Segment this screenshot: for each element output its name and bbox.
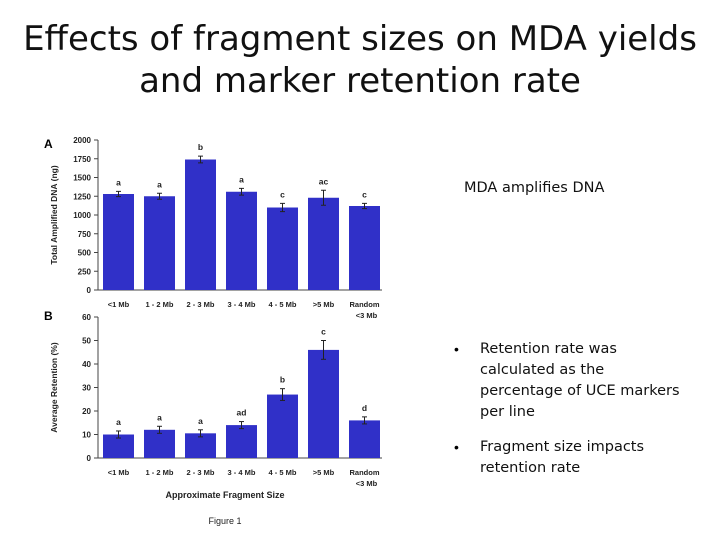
x-axis-title: Approximate Fragment Size: [165, 490, 284, 500]
y-tick-label: 30: [82, 384, 91, 393]
x-tick-label-line: Random: [350, 300, 380, 309]
panel-label: B: [44, 309, 53, 323]
y-tick-label: 250: [78, 267, 92, 276]
panel-label: A: [44, 137, 53, 151]
x-tick-label: <1 Mb: [108, 468, 130, 477]
bar: [226, 191, 257, 290]
figure-caption: Figure 1: [208, 516, 241, 526]
y-tick-label: 50: [82, 337, 91, 346]
x-tick-label-line: 2 - 3 Mb: [187, 300, 215, 309]
significance-letter: c: [280, 189, 285, 199]
x-tick-label-line: 3 - 4 Mb: [228, 300, 256, 309]
significance-letter: ad: [237, 408, 247, 418]
significance-letter: d: [362, 403, 367, 413]
bar: [103, 434, 134, 458]
x-tick-label: Random <3 Mb: [350, 468, 380, 488]
x-tick-label-line: <3 Mb: [356, 479, 378, 488]
x-tick-label: <1 Mb: [108, 300, 130, 309]
x-tick-label-line: Random: [350, 468, 380, 477]
y-tick-label: 40: [82, 360, 91, 369]
significance-letter: a: [116, 417, 121, 427]
significance-letter: c: [362, 189, 367, 199]
x-tick-label: >5 Mb: [313, 300, 335, 309]
bar: [308, 349, 339, 458]
bullet-list: • Retention rate was calculated as the p…: [454, 339, 684, 493]
bullet-item: • Retention rate was calculated as the p…: [454, 339, 684, 423]
bar: [267, 207, 298, 290]
y-tick-label: 0: [87, 286, 92, 295]
significance-letter: a: [239, 174, 244, 184]
significance-letter: a: [157, 412, 162, 422]
bullet-symbol: •: [454, 341, 459, 357]
significance-letter: ac: [319, 176, 329, 186]
x-tick-label: >5 Mb: [313, 468, 335, 477]
x-tick-label-line: 4 - 5 Mb: [269, 468, 297, 477]
x-tick-label: 4 - 5 Mb: [269, 300, 297, 309]
y-tick-label: 0: [87, 454, 92, 463]
y-tick-label: 2000: [73, 136, 91, 145]
x-tick-label-line: 4 - 5 Mb: [269, 300, 297, 309]
y-tick-label: 750: [78, 230, 92, 239]
bar: [267, 394, 298, 458]
x-tick-label-line: 3 - 4 Mb: [228, 468, 256, 477]
significance-letter: a: [198, 416, 203, 426]
x-tick-label-line: 1 - 2 Mb: [146, 300, 174, 309]
x-tick-label-line: >5 Mb: [313, 300, 335, 309]
x-tick-label-line: <1 Mb: [108, 300, 130, 309]
x-tick-label: 3 - 4 Mb: [228, 468, 256, 477]
significance-letter: c: [321, 327, 326, 337]
x-tick-label-line: <1 Mb: [108, 468, 130, 477]
bar: [349, 206, 380, 290]
bar: [103, 194, 134, 290]
significance-letter: a: [157, 179, 162, 189]
y-tick-label: 1250: [73, 192, 91, 201]
x-tick-label-line: <3 Mb: [356, 311, 378, 320]
significance-letter: b: [198, 142, 203, 152]
y-tick-label: 60: [82, 313, 91, 322]
title-line-2: and marker retention rate: [139, 61, 581, 101]
x-tick-label-line: >5 Mb: [313, 468, 335, 477]
x-tick-label: Random <3 Mb: [350, 300, 380, 320]
bar: [185, 159, 216, 290]
x-tick-label: 2 - 3 Mb: [187, 468, 215, 477]
y-tick-label: 10: [82, 431, 91, 440]
significance-letter: b: [280, 375, 285, 385]
title-line-1: Effects of fragment sizes on MDA yields: [23, 19, 697, 59]
x-tick-label: 1 - 2 Mb: [146, 468, 174, 477]
y-tick-label: 1750: [73, 155, 91, 164]
bar: [308, 197, 339, 290]
x-tick-label: 1 - 2 Mb: [146, 300, 174, 309]
bar: [226, 425, 257, 458]
bullet-symbol: •: [454, 439, 459, 455]
bullet-text: Retention rate was calculated as the per…: [480, 341, 680, 420]
bar: [144, 196, 175, 290]
x-tick-label: 3 - 4 Mb: [228, 300, 256, 309]
y-tick-label: 500: [78, 249, 92, 258]
mda-note: MDA amplifies DNA: [464, 180, 605, 196]
x-tick-label-line: 2 - 3 Mb: [187, 468, 215, 477]
y-tick-label: 20: [82, 407, 91, 416]
bullet-item: • Fragment size impacts retention rate: [454, 437, 684, 479]
significance-letter: a: [116, 177, 121, 187]
bar: [349, 420, 380, 458]
y-tick-label: 1500: [73, 174, 91, 183]
bar: [144, 429, 175, 458]
y-axis-title: Average Retention (%): [49, 342, 59, 433]
y-axis-title: Total Amplified DNA (ng): [49, 165, 59, 264]
x-tick-label: 2 - 3 Mb: [187, 300, 215, 309]
slide-title: Effects of fragment sizes on MDA yields …: [0, 18, 720, 102]
bar: [185, 433, 216, 458]
y-tick-label: 1000: [73, 211, 91, 220]
x-tick-label: 4 - 5 Mb: [269, 468, 297, 477]
bullet-text: Fragment size impacts retention rate: [480, 439, 645, 476]
x-tick-label-line: 1 - 2 Mb: [146, 468, 174, 477]
